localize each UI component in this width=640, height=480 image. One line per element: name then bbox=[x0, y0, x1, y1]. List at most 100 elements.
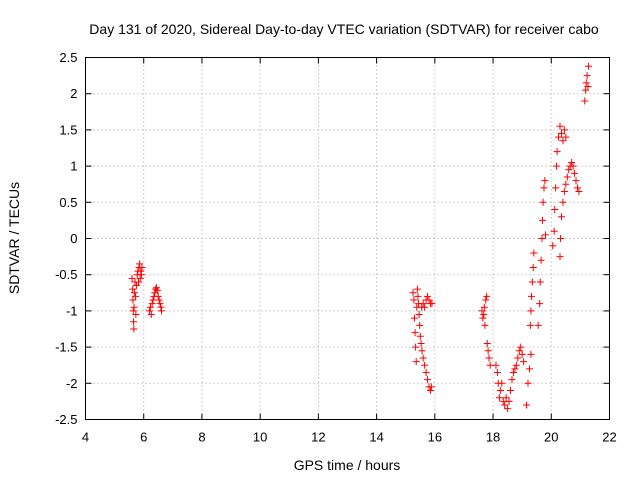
y-tick-label: 2.5 bbox=[59, 50, 77, 65]
data-point bbox=[504, 405, 512, 413]
data-point bbox=[484, 347, 492, 355]
data-point bbox=[557, 235, 565, 242]
data-point bbox=[551, 206, 559, 214]
data-point bbox=[523, 401, 531, 409]
data-point bbox=[132, 282, 140, 290]
data-point bbox=[413, 285, 421, 293]
x-tick-label: 6 bbox=[140, 430, 147, 445]
chart-title: Day 131 of 2020, Sidereal Day-to-day VTE… bbox=[89, 21, 599, 37]
data-point bbox=[498, 379, 506, 387]
data-point bbox=[481, 321, 489, 329]
data-point bbox=[511, 365, 519, 373]
data-point bbox=[422, 368, 430, 376]
data-point bbox=[581, 97, 589, 105]
data-point bbox=[154, 292, 162, 300]
data-point bbox=[421, 303, 429, 311]
data-point bbox=[571, 169, 579, 177]
data-point bbox=[527, 292, 535, 300]
data-point bbox=[138, 263, 146, 271]
data-point bbox=[524, 379, 532, 387]
data-point bbox=[130, 318, 138, 326]
data-point bbox=[412, 358, 420, 366]
data-point bbox=[137, 267, 145, 275]
data-point bbox=[553, 162, 561, 170]
data-point bbox=[512, 361, 520, 369]
y-tick-label: -2 bbox=[66, 376, 78, 391]
data-point bbox=[552, 184, 560, 192]
data-point bbox=[508, 376, 516, 384]
data-point bbox=[419, 300, 427, 308]
data-point bbox=[555, 133, 563, 141]
data-point bbox=[483, 339, 491, 347]
y-tick-label: -1 bbox=[66, 303, 78, 318]
data-point bbox=[146, 307, 154, 315]
data-point bbox=[147, 311, 155, 319]
y-tick-label: -0.5 bbox=[55, 267, 77, 282]
data-point bbox=[575, 187, 583, 195]
data-point bbox=[518, 350, 526, 358]
tick-layer: 4 6 8 10 12 14 16 18 20 22 -2.5 -2 -1.5 -1 -0.5 0 0.5 1 1.… bbox=[55, 50, 617, 445]
data-point bbox=[550, 227, 558, 235]
data-point bbox=[129, 296, 137, 304]
data-point bbox=[495, 394, 503, 402]
data-point bbox=[582, 79, 590, 87]
data-point bbox=[155, 296, 163, 304]
x-tick-label: 12 bbox=[311, 430, 325, 445]
y-tick-label: -2.5 bbox=[55, 412, 77, 427]
data-point bbox=[146, 303, 154, 311]
data-point bbox=[415, 311, 423, 319]
data-point bbox=[129, 307, 137, 315]
data-point bbox=[565, 166, 573, 174]
data-point bbox=[427, 383, 435, 391]
x-tick-label: 16 bbox=[428, 430, 442, 445]
data-point bbox=[560, 187, 568, 195]
data-point bbox=[509, 368, 517, 376]
data-point bbox=[479, 314, 487, 322]
data-point bbox=[128, 274, 136, 282]
data-point bbox=[549, 242, 557, 250]
data-point bbox=[496, 387, 504, 395]
data-point bbox=[478, 307, 486, 315]
x-tick-label: 4 bbox=[82, 430, 89, 445]
data-point bbox=[507, 387, 515, 395]
data-point bbox=[569, 162, 577, 170]
data-point bbox=[149, 296, 157, 304]
data-point bbox=[130, 289, 138, 297]
data-point bbox=[410, 314, 418, 322]
data-point bbox=[156, 300, 164, 308]
data-point bbox=[132, 311, 140, 319]
data-point bbox=[152, 285, 160, 293]
data-point bbox=[424, 292, 432, 300]
x-tick-label: 14 bbox=[369, 430, 383, 445]
x-tick-label: 22 bbox=[602, 430, 616, 445]
data-point bbox=[136, 260, 144, 268]
data-point bbox=[130, 325, 138, 333]
data-point bbox=[421, 361, 429, 369]
data-point bbox=[559, 137, 567, 145]
data-point bbox=[585, 62, 593, 70]
x-axis-title: GPS time / hours bbox=[294, 457, 401, 473]
data-point bbox=[417, 339, 425, 347]
data-point bbox=[556, 253, 564, 261]
data-point bbox=[557, 213, 565, 221]
data-point bbox=[412, 343, 420, 351]
data-point bbox=[560, 126, 568, 134]
data-point bbox=[416, 321, 424, 329]
data-point bbox=[157, 303, 165, 311]
data-point bbox=[536, 278, 544, 286]
data-point bbox=[539, 216, 547, 224]
data-point bbox=[153, 284, 161, 292]
data-point bbox=[419, 354, 427, 362]
data-point bbox=[556, 122, 564, 130]
data-point bbox=[539, 198, 547, 206]
data-point bbox=[157, 307, 165, 315]
data-point bbox=[130, 303, 138, 311]
data-point bbox=[527, 307, 535, 315]
data-point bbox=[136, 274, 144, 282]
data-point bbox=[541, 177, 549, 185]
data-point bbox=[425, 296, 433, 304]
data-point bbox=[534, 321, 542, 329]
data-point bbox=[528, 278, 536, 286]
data-point bbox=[582, 86, 590, 94]
